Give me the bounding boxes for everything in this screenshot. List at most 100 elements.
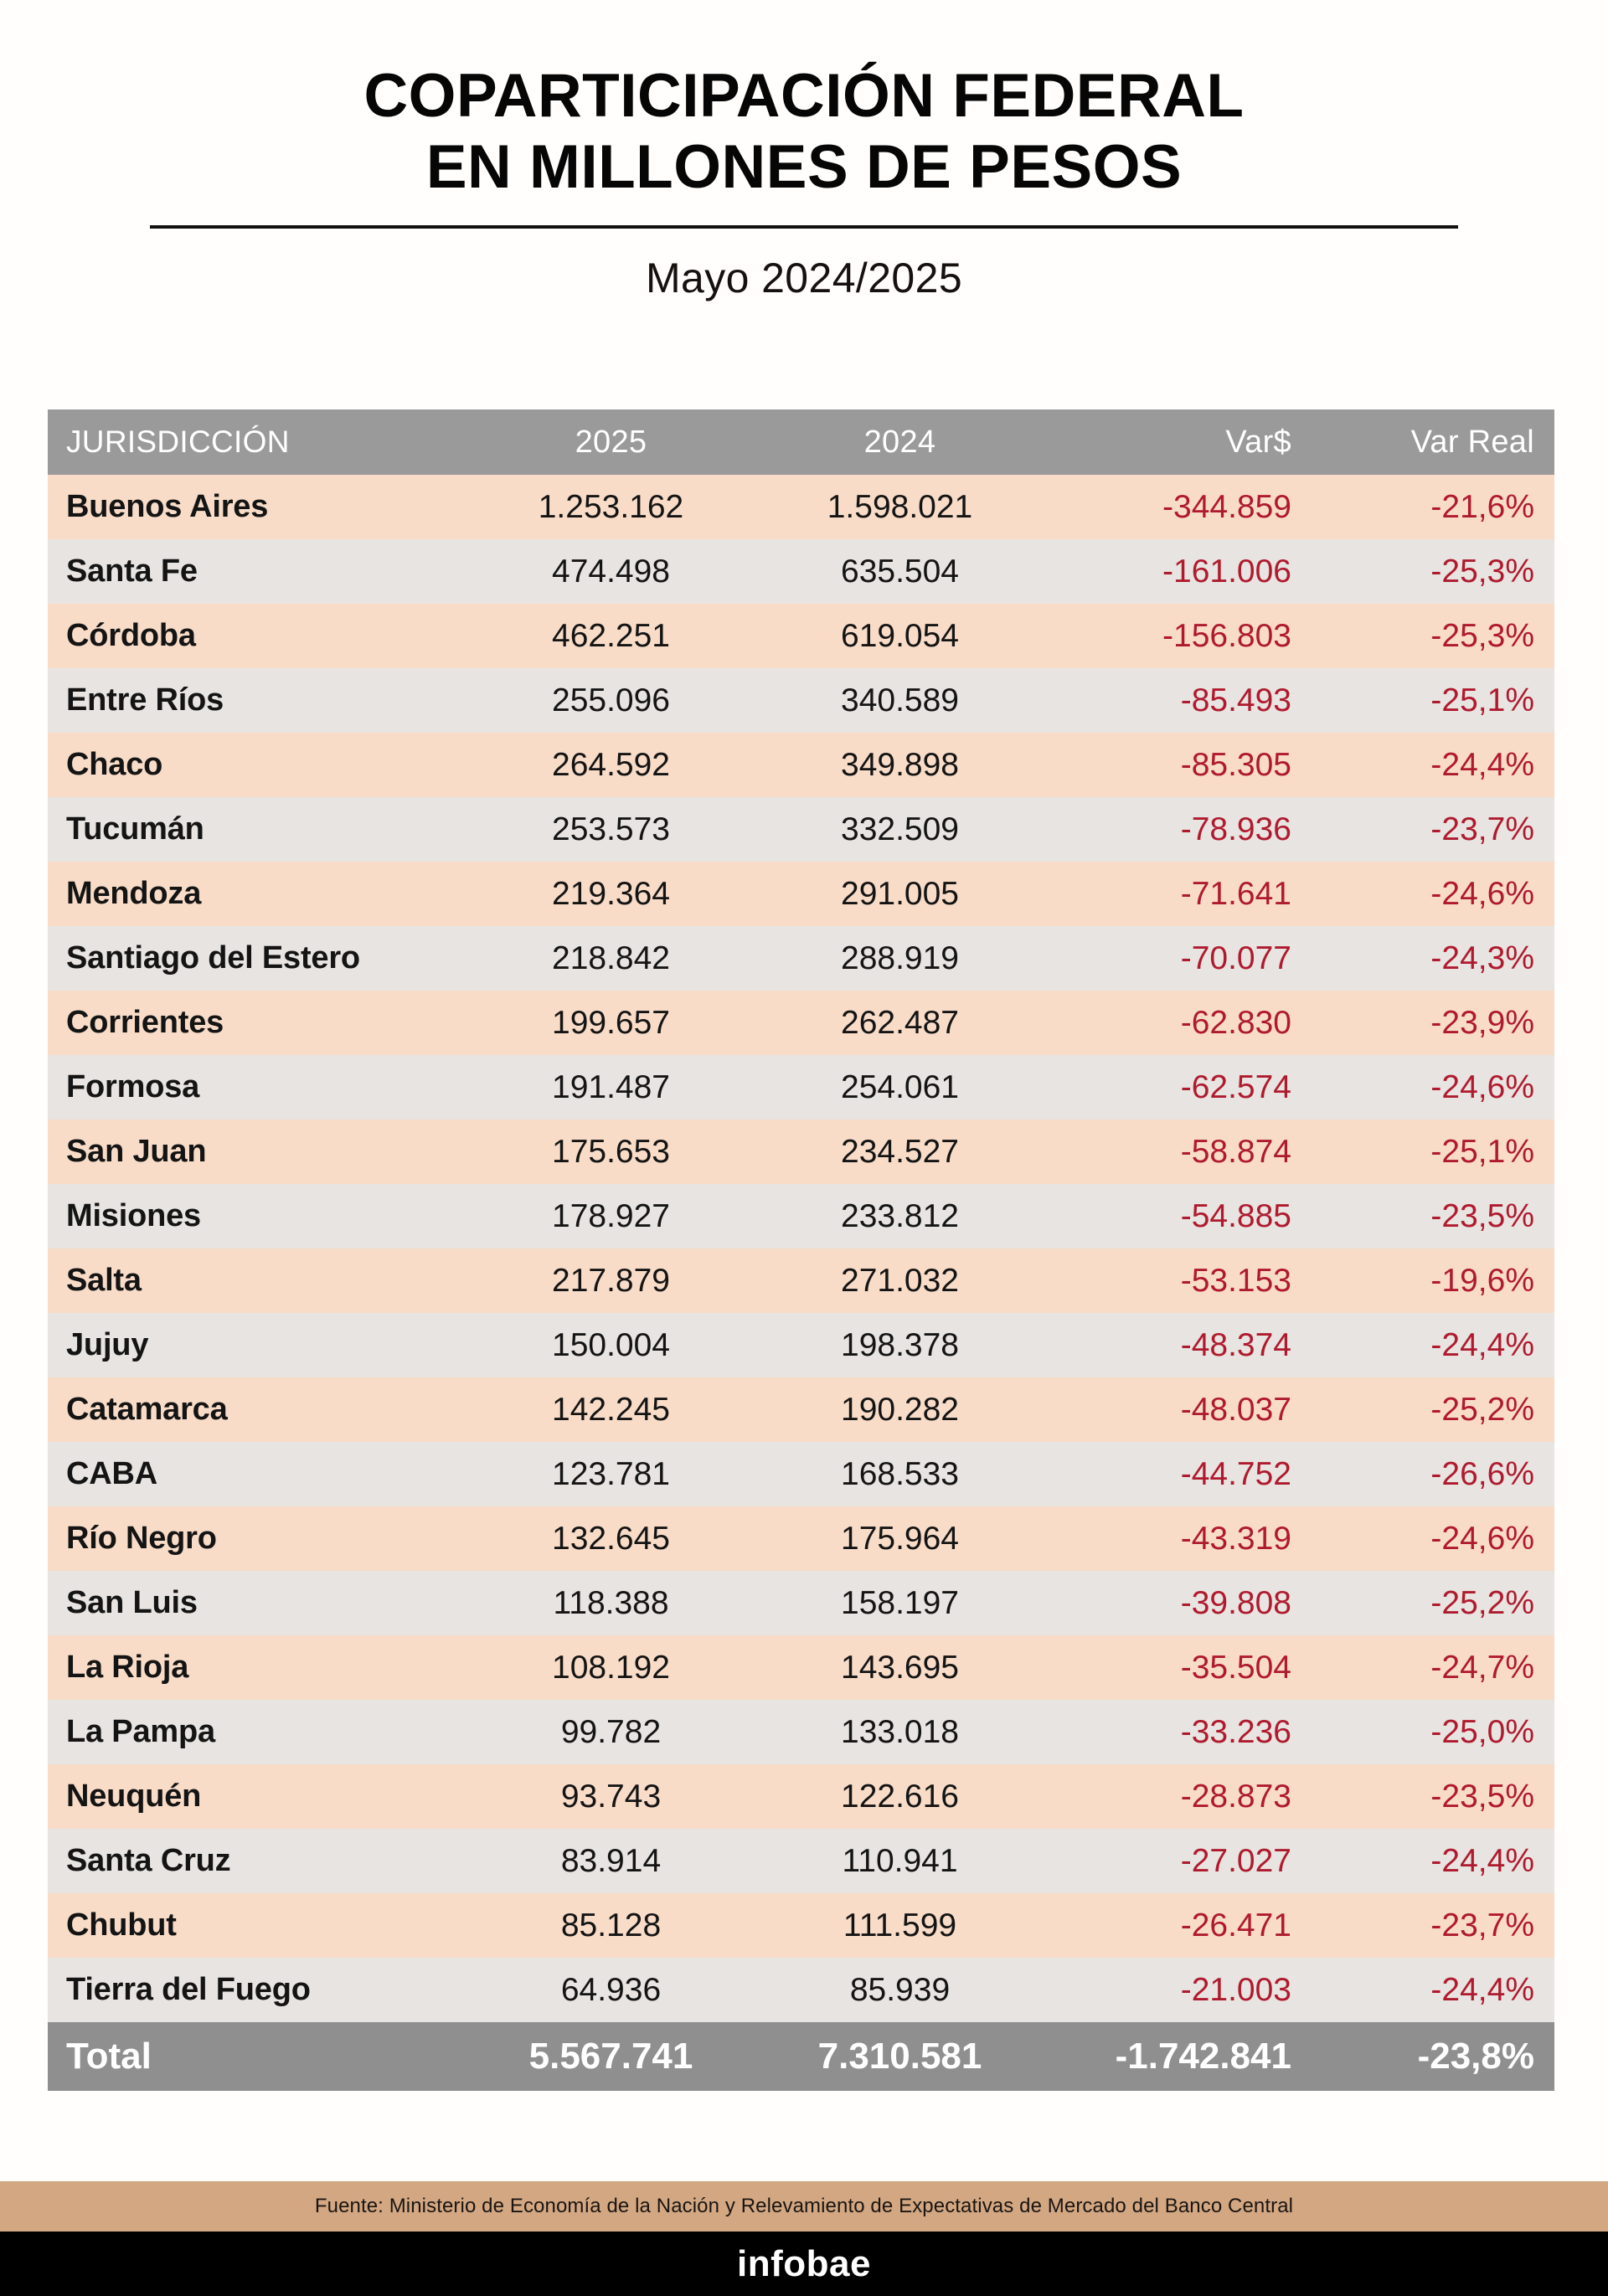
cell-2024: 198.378 — [755, 1313, 1044, 1377]
brand-bar: infobae — [0, 2232, 1608, 2296]
column-header-2025[interactable]: 2025 — [466, 409, 755, 475]
table-body: Buenos Aires 1.253.162 1.598.021 -344.859 -2… — [48, 475, 1554, 2022]
cell-2025: 118.388 — [466, 1571, 755, 1635]
cell-jurisdiccion: Jujuy — [48, 1313, 466, 1377]
cell-jurisdiccion: Tucumán — [48, 797, 466, 862]
cell-var-real: -25,2% — [1317, 1377, 1554, 1442]
table-row: Corrientes 199.657 262.487 -62.830 -23,9% — [48, 991, 1554, 1055]
cell-2024: 340.589 — [755, 668, 1044, 733]
cell-2024: 635.504 — [755, 539, 1044, 604]
table-row: Neuquén 93.743 122.616 -28.873 -23,5% — [48, 1764, 1554, 1829]
cell-var-real: -24,4% — [1317, 1829, 1554, 1893]
cell-2024: 234.527 — [755, 1120, 1044, 1184]
cell-2024: 291.005 — [755, 862, 1044, 926]
cell-var-real: -24,4% — [1317, 1958, 1554, 2022]
table-row: Santiago del Estero 218.842 288.919 -70.077… — [48, 926, 1554, 991]
page-title-line-2: EN MILLONES DE PESOS — [425, 133, 1183, 202]
cell-2025: 217.879 — [466, 1248, 755, 1313]
cell-2024: 254.061 — [755, 1055, 1044, 1120]
cell-var-real: -23,7% — [1317, 1893, 1554, 1958]
cell-2025: 255.096 — [466, 668, 755, 733]
cell-2025: 191.487 — [466, 1055, 755, 1120]
cell-2024: 619.054 — [755, 604, 1044, 668]
cell-2024: 332.509 — [755, 797, 1044, 862]
page-title-line-1: COPARTICIPACIÓN FEDERAL — [363, 62, 1245, 130]
cell-jurisdiccion: La Pampa — [48, 1700, 466, 1764]
page-subtitle: Mayo 2024/2025 — [645, 254, 963, 301]
cell-var-real: -26,6% — [1317, 1442, 1554, 1506]
column-header-jurisdiccion[interactable]: JURISDICCIÓN — [48, 409, 466, 475]
table-header: JURISDICCIÓN 2025 2024 Var$ Var Real — [48, 409, 1554, 475]
cell-2025: 150.004 — [466, 1313, 755, 1377]
cell-2025: 93.743 — [466, 1764, 755, 1829]
cell-jurisdiccion: Buenos Aires — [48, 475, 466, 539]
cell-jurisdiccion: Corrientes — [48, 991, 466, 1055]
brand-logo: infobae — [737, 2242, 871, 2284]
total-label: Total — [48, 2022, 466, 2091]
column-header-var-real[interactable]: Var Real — [1317, 409, 1554, 475]
page-title: COPARTICIPACIÓN FEDERAL EN MILLONES DE P… — [151, 60, 1457, 203]
cell-var-real: -23,9% — [1317, 991, 1554, 1055]
cell-var-pesos: -78.936 — [1044, 797, 1317, 862]
cell-jurisdiccion: Salta — [48, 1248, 466, 1313]
cell-var-real: -25,0% — [1317, 1700, 1554, 1764]
cell-var-real: -24,6% — [1317, 862, 1554, 926]
cell-var-pesos: -344.859 — [1044, 475, 1317, 539]
cell-2025: 264.592 — [466, 733, 755, 797]
cell-var-pesos: -71.641 — [1044, 862, 1317, 926]
cell-2025: 132.645 — [466, 1506, 755, 1571]
cell-var-pesos: -21.003 — [1044, 1958, 1317, 2022]
cell-var-pesos: -161.006 — [1044, 539, 1317, 604]
cell-2025: 123.781 — [466, 1442, 755, 1506]
table-row: Santa Cruz 83.914 110.941 -27.027 -24,4% — [48, 1829, 1554, 1893]
cell-2025: 219.364 — [466, 862, 755, 926]
cell-2024: 271.032 — [755, 1248, 1044, 1313]
cell-2025: 178.927 — [466, 1184, 755, 1248]
cell-2024: 110.941 — [755, 1829, 1044, 1893]
cell-jurisdiccion: Río Negro — [48, 1506, 466, 1571]
cell-var-pesos: -43.319 — [1044, 1506, 1317, 1571]
cell-var-pesos: -62.574 — [1044, 1055, 1317, 1120]
cell-jurisdiccion: Catamarca — [48, 1377, 466, 1442]
cell-var-pesos: -44.752 — [1044, 1442, 1317, 1506]
table-header-row: JURISDICCIÓN 2025 2024 Var$ Var Real — [48, 409, 1554, 475]
table-row: San Juan 175.653 234.527 -58.874 -25,1% — [48, 1120, 1554, 1184]
total-var-pesos: -1.742.841 — [1044, 2022, 1317, 2091]
cell-var-pesos: -85.493 — [1044, 668, 1317, 733]
table-row: Jujuy 150.004 198.378 -48.374 -24,4% — [48, 1313, 1554, 1377]
cell-jurisdiccion: San Luis — [48, 1571, 466, 1635]
cell-jurisdiccion: Santa Fe — [48, 539, 466, 604]
column-header-2024[interactable]: 2024 — [755, 409, 1044, 475]
total-2025: 5.567.741 — [466, 2022, 755, 2091]
cell-2024: 190.282 — [755, 1377, 1044, 1442]
table-row: Misiones 178.927 233.812 -54.885 -23,5% — [48, 1184, 1554, 1248]
cell-jurisdiccion: CABA — [48, 1442, 466, 1506]
table-row: Río Negro 132.645 175.964 -43.319 -24,6% — [48, 1506, 1554, 1571]
total-row: Total 5.567.741 7.310.581 -1.742.841 -23… — [48, 2022, 1554, 2091]
table-row: Catamarca 142.245 190.282 -48.037 -25,2% — [48, 1377, 1554, 1442]
cell-var-real: -24,4% — [1317, 1313, 1554, 1377]
cell-2024: 111.599 — [755, 1893, 1044, 1958]
cell-var-pesos: -156.803 — [1044, 604, 1317, 668]
cell-var-real: -25,1% — [1317, 1120, 1554, 1184]
cell-var-real: -21,6% — [1317, 475, 1554, 539]
table-row: Buenos Aires 1.253.162 1.598.021 -344.859 -2… — [48, 475, 1554, 539]
cell-var-pesos: -62.830 — [1044, 991, 1317, 1055]
page-header: COPARTICIPACIÓN FEDERAL EN MILLONES DE P… — [0, 0, 1608, 302]
cell-var-real: -23,5% — [1317, 1184, 1554, 1248]
cell-jurisdiccion: San Juan — [48, 1120, 466, 1184]
cell-2024: 349.898 — [755, 733, 1044, 797]
cell-var-real: -25,1% — [1317, 668, 1554, 733]
cell-var-real: -23,5% — [1317, 1764, 1554, 1829]
cell-jurisdiccion: Entre Ríos — [48, 668, 466, 733]
column-header-var-pesos[interactable]: Var$ — [1044, 409, 1317, 475]
cell-var-real: -25,2% — [1317, 1571, 1554, 1635]
cell-2025: 199.657 — [466, 991, 755, 1055]
source-bar: Fuente: Ministerio de Economía de la Nac… — [0, 2181, 1608, 2232]
table-row: La Pampa 99.782 133.018 -33.236 -25,0% — [48, 1700, 1554, 1764]
table-row: Tierra del Fuego 64.936 85.939 -21.003 -24,4… — [48, 1958, 1554, 2022]
table-row: La Rioja 108.192 143.695 -35.504 -24,7% — [48, 1635, 1554, 1700]
cell-2025: 85.128 — [466, 1893, 755, 1958]
cell-var-real: -25,3% — [1317, 539, 1554, 604]
cell-var-pesos: -27.027 — [1044, 1829, 1317, 1893]
